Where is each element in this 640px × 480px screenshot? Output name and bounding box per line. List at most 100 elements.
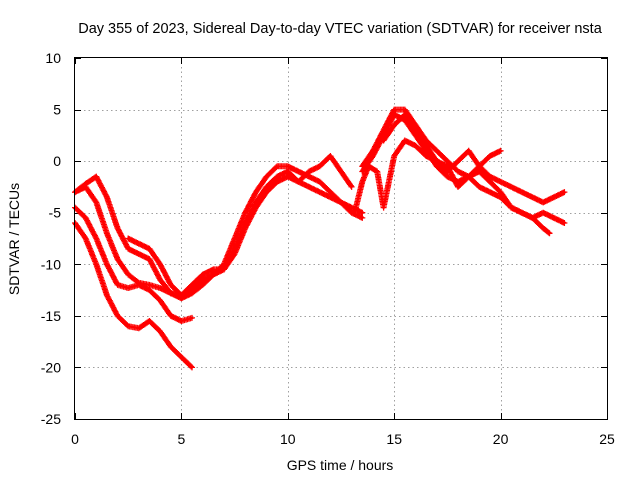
data-point [446, 159, 449, 163]
data-point [137, 252, 140, 256]
data-point [403, 139, 406, 142]
x-tick-label: 0 [71, 431, 79, 447]
data-point [488, 190, 492, 194]
data-point [376, 170, 379, 173]
data-point [169, 292, 172, 295]
data-point [286, 170, 289, 173]
data-point [361, 170, 364, 173]
data-point [190, 316, 194, 320]
data-point [201, 283, 204, 287]
data-point [95, 201, 98, 204]
data-point [403, 113, 406, 116]
data-point [510, 185, 513, 189]
data-point [456, 159, 460, 163]
data-point [424, 144, 428, 147]
data-point [350, 211, 353, 214]
series-track-9 [380, 111, 504, 175]
data-point [307, 170, 311, 173]
data-point [95, 237, 98, 240]
data-point [361, 216, 364, 220]
data-point [148, 288, 151, 292]
data-point [148, 283, 151, 287]
y-tick-label: 0 [53, 153, 61, 169]
data-point [488, 180, 492, 183]
data-point [393, 108, 396, 111]
data-point [467, 149, 470, 152]
data-point [116, 227, 119, 230]
data-point [531, 216, 534, 220]
data-point [105, 294, 109, 297]
data-point [552, 216, 555, 220]
data-point [456, 170, 460, 173]
y-axis-label: SDTVAR / TECUs [6, 183, 22, 295]
data-point [105, 196, 109, 199]
x-tick-label: 5 [178, 431, 186, 447]
data-point [148, 257, 151, 261]
data-point [233, 247, 236, 250]
data-point [254, 201, 258, 204]
data-point [127, 286, 130, 290]
data-point [318, 190, 321, 194]
data-point [403, 118, 406, 122]
data-point [552, 196, 555, 199]
data-point [435, 149, 438, 152]
data-point [446, 165, 449, 168]
data-point [318, 180, 321, 183]
data-point [222, 268, 226, 271]
data-point [158, 330, 162, 333]
y-tick-label: -25 [41, 411, 61, 427]
data-point [265, 185, 268, 189]
series-track-5 [125, 153, 355, 299]
data-point [542, 227, 545, 230]
x-tick-label: 15 [386, 431, 402, 447]
data-point [478, 170, 481, 173]
data-point [499, 190, 502, 194]
data-point [520, 211, 524, 214]
data-point [201, 278, 204, 281]
data-point [414, 144, 417, 147]
data-point [84, 237, 87, 240]
data-point [158, 263, 162, 266]
data-point [180, 294, 183, 297]
data-point [158, 299, 162, 302]
data-point [307, 185, 311, 189]
data-point [488, 154, 492, 158]
data-point [276, 180, 279, 183]
data-point [318, 165, 321, 168]
data-point [127, 325, 130, 328]
data-point [329, 196, 332, 199]
data-point [127, 237, 130, 240]
data-point [382, 139, 385, 142]
data-point [105, 232, 109, 235]
chart-title: Day 355 of 2023, Sidereal Day-to-day VTE… [78, 21, 602, 37]
y-tick-label: 10 [45, 50, 61, 66]
data-point [329, 190, 332, 194]
data-point [424, 154, 428, 158]
data-point [361, 211, 364, 214]
data-point [510, 206, 513, 209]
data-point [548, 232, 551, 235]
data-point [371, 149, 375, 152]
data-point [254, 190, 258, 194]
data-point [435, 159, 438, 163]
data-point [520, 190, 524, 194]
data-point [158, 278, 162, 281]
data-point [478, 165, 481, 168]
data-point [531, 196, 534, 199]
data-point [212, 268, 215, 271]
series-layer [72, 106, 568, 371]
data-point [276, 165, 279, 168]
data-point [276, 175, 279, 178]
data-point [424, 149, 428, 152]
plot-frame [74, 57, 608, 420]
data-point [339, 170, 343, 173]
data-point [488, 175, 492, 178]
data-point [116, 283, 119, 287]
data-point [265, 175, 268, 178]
data-point [478, 185, 481, 189]
data-point [329, 154, 332, 158]
data-point [499, 180, 502, 183]
data-point [435, 165, 438, 168]
data-point [286, 175, 289, 178]
